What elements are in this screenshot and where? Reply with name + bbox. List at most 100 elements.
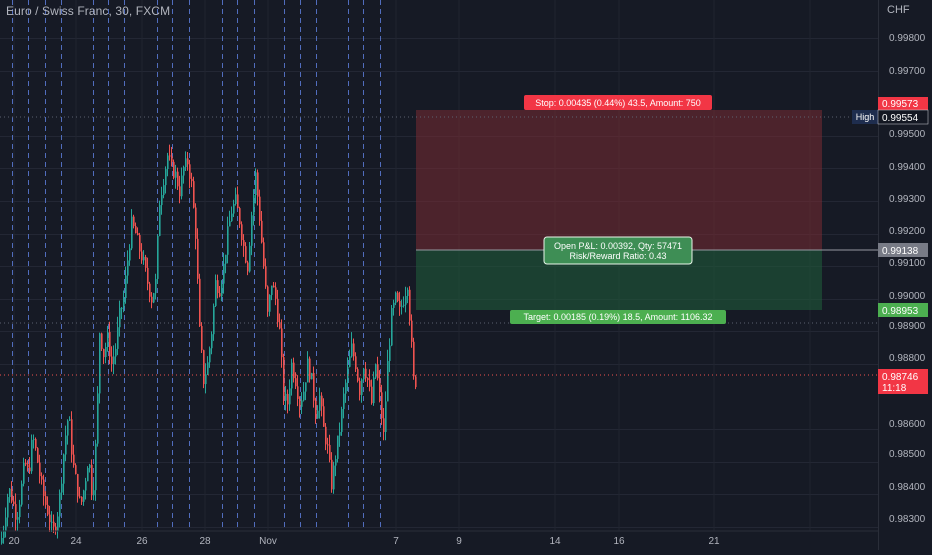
candle — [83, 489, 85, 506]
candle — [39, 454, 41, 484]
candle — [299, 396, 301, 418]
candle — [7, 493, 9, 527]
candle — [189, 159, 191, 189]
time-tick: 9 — [456, 536, 462, 547]
stop-price-badge: 0.99573 — [878, 97, 928, 110]
candle — [357, 367, 359, 383]
candle — [157, 234, 159, 284]
price-tick: 0.98300 — [889, 514, 926, 525]
candle — [9, 487, 11, 503]
candle — [207, 356, 209, 375]
candle — [77, 473, 79, 503]
candle — [53, 514, 55, 533]
candle — [297, 375, 299, 407]
candle — [15, 493, 17, 531]
candle — [349, 349, 351, 368]
candle — [325, 423, 327, 451]
candle — [341, 406, 343, 436]
candle — [55, 522, 57, 535]
price-axis[interactable]: 0.99800 0.99700 0.99500 0.99400 0.99300 … — [889, 33, 926, 525]
candle — [373, 371, 375, 406]
candle — [79, 486, 81, 499]
candle — [313, 366, 315, 408]
candle — [3, 525, 5, 544]
high-badge: High 0.99554 — [852, 109, 929, 125]
last-price-badge: 0.98746 11:18 — [878, 369, 928, 394]
candle — [173, 159, 175, 180]
time-tick: 24 — [70, 536, 82, 547]
candle — [141, 243, 143, 264]
candle — [65, 425, 67, 462]
candle — [179, 175, 181, 204]
time-tick: Nov — [259, 536, 277, 547]
last-price-text: 0.98746 — [882, 372, 919, 383]
candle — [285, 386, 287, 411]
time-tick: 21 — [708, 536, 720, 547]
candle — [191, 172, 193, 188]
candle — [227, 216, 229, 264]
time-tick: 26 — [136, 536, 148, 547]
candle — [129, 244, 131, 266]
candle — [37, 447, 39, 464]
target-price-badge: 0.98953 — [878, 303, 928, 317]
candle — [317, 405, 319, 419]
candle — [371, 379, 373, 405]
candle — [307, 351, 309, 383]
candle — [35, 437, 37, 451]
candle — [245, 242, 247, 264]
candle — [231, 206, 233, 222]
target-label[interactable]: Target: 0.00185 (0.19%) 18.5, Amount: 11… — [510, 310, 726, 324]
candle — [115, 343, 117, 365]
candle — [61, 479, 63, 500]
candle — [309, 356, 311, 383]
candle — [267, 285, 269, 317]
candle — [257, 169, 259, 206]
candle — [13, 495, 15, 507]
time-axis[interactable]: 20 24 26 28 Nov 7 9 14 16 21 — [0, 530, 878, 547]
time-tick: 20 — [8, 536, 20, 547]
candle — [121, 306, 123, 320]
stop-zone[interactable] — [416, 110, 822, 250]
candle — [239, 206, 241, 229]
candle — [233, 199, 235, 217]
candle — [211, 331, 213, 355]
candle — [23, 457, 25, 487]
candle — [81, 496, 83, 506]
candle — [359, 377, 361, 401]
time-tick: 7 — [393, 536, 399, 547]
stop-label-text: Stop: 0.00435 (0.44%) 43.5, Amount: 750 — [535, 98, 701, 108]
price-tick: 0.99000 — [889, 291, 926, 302]
stop-price-text: 0.99573 — [882, 99, 919, 110]
candle — [69, 416, 71, 421]
candles — [1, 144, 417, 545]
symbol-title[interactable]: Euro / Swiss Franc, 30, FXCM — [6, 4, 171, 18]
candle — [1, 531, 3, 545]
currency-label: CHF — [887, 4, 910, 16]
candle — [195, 203, 197, 250]
candle — [41, 472, 43, 485]
candle — [269, 294, 271, 317]
candle — [187, 152, 189, 171]
candle — [11, 481, 13, 504]
candle — [29, 457, 31, 474]
candle — [229, 210, 231, 227]
candle — [353, 338, 355, 361]
stop-label[interactable]: Stop: 0.00435 (0.44%) 43.5, Amount: 750 — [524, 95, 712, 110]
candle — [167, 152, 169, 177]
candle — [281, 319, 283, 368]
candle — [209, 346, 211, 368]
candle — [171, 147, 173, 167]
candle — [193, 176, 195, 209]
candle — [59, 489, 61, 528]
candle — [75, 463, 77, 475]
session-lines — [12, 0, 381, 531]
candle — [263, 237, 265, 269]
candle — [19, 499, 21, 524]
candle — [133, 214, 135, 229]
candle — [219, 286, 221, 298]
price-tick: 0.99700 — [889, 66, 926, 77]
candle — [251, 211, 253, 256]
open-pl-label[interactable]: Open P&L: 0.00392, Qty: 57471 Risk/Rewar… — [543, 236, 693, 265]
